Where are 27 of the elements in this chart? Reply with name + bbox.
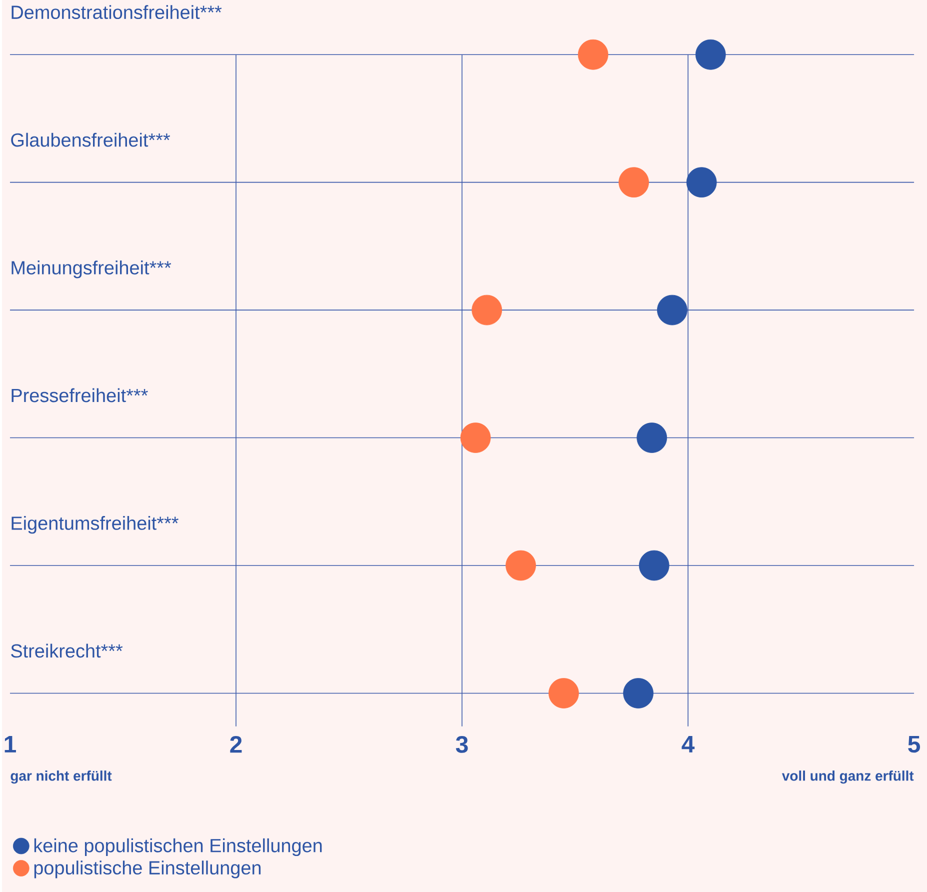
x-tick-label: 4 [682,736,695,752]
x-tick-label: 5 [908,736,920,753]
point [460,422,491,453]
y-tick-label: Demonstrationsfreiheit*** [12,5,222,19]
point [506,550,536,581]
legend-label: keine populistischen Einstellungen [34,838,322,856]
legend-label: populistische Einstellungen [34,860,261,878]
point [636,422,668,453]
text: voll und ganz erfüllt [782,770,914,784]
point [623,678,654,708]
text: gar nicht erfüllt [10,770,112,784]
point [686,167,717,198]
y-tick-label: Glaubensfreiheit*** [11,132,170,147]
y-tick-label: Meinungsfreiheit*** [12,260,172,278]
x-tick-label: 1 [4,736,16,752]
point [695,39,726,70]
point [578,39,608,70]
y-tick-label: Streikrecht*** [11,644,123,658]
x-tick-label: 2 [230,736,242,753]
point [657,294,688,326]
point [618,167,649,198]
point [638,550,670,581]
x-tick-label: 3 [456,736,468,753]
point [548,678,579,708]
y-tick-label: Eigentumsfreiheit*** [12,516,178,534]
point [472,294,502,326]
y-tick-label: Pressefreiheit*** [12,388,148,402]
